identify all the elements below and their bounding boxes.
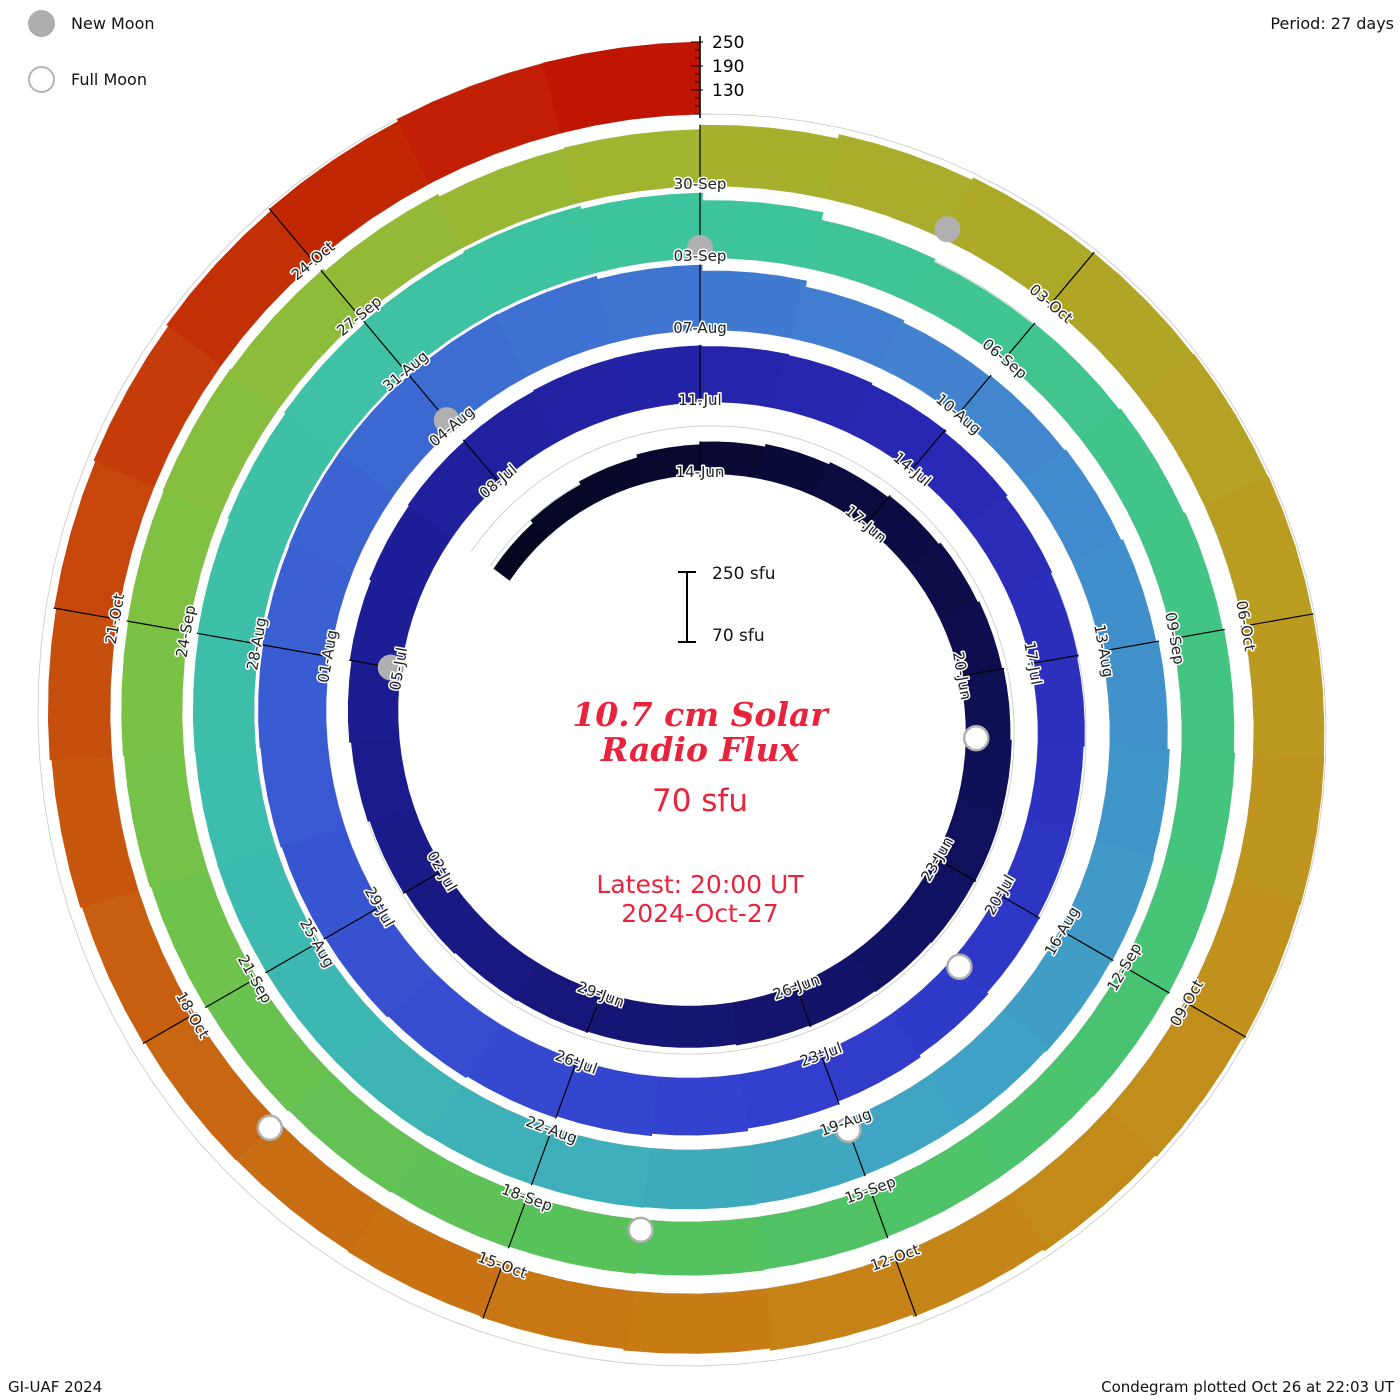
full-moon-icon bbox=[28, 65, 55, 93]
svg-text:07-Aug: 07-Aug bbox=[673, 319, 726, 337]
legend-full-moon-label: Full Moon bbox=[71, 69, 147, 89]
credit-label: GI-UAF 2024 bbox=[8, 1378, 103, 1396]
plotted-timestamp: Condegram plotted Oct 26 at 22:03 UT bbox=[1101, 1378, 1394, 1396]
svg-text:11-Jul: 11-Jul bbox=[678, 391, 721, 409]
scale-bar-min-label: 70 sfu bbox=[712, 626, 765, 646]
svg-text:03-Sep: 03-Sep bbox=[674, 247, 727, 265]
svg-text:190: 190 bbox=[712, 57, 744, 77]
scale-bar-bottom-cap bbox=[678, 641, 696, 643]
scale-bar-max-label: 250 sfu bbox=[712, 564, 776, 584]
scale-bar-stem bbox=[686, 571, 688, 643]
svg-text:14-Jun: 14-Jun bbox=[676, 463, 725, 481]
period-label: Period: 27 days bbox=[1270, 14, 1394, 33]
flux-scale-bar bbox=[678, 571, 696, 643]
svg-text:130: 130 bbox=[712, 81, 744, 101]
legend-full-moon: Full Moon bbox=[28, 64, 147, 94]
svg-text:30-Sep: 30-Sep bbox=[674, 175, 727, 193]
svg-text:250: 250 bbox=[712, 33, 744, 53]
legend-new-moon: New Moon bbox=[28, 8, 155, 38]
new-moon-icon bbox=[28, 9, 55, 37]
legend-new-moon-label: New Moon bbox=[71, 13, 155, 33]
